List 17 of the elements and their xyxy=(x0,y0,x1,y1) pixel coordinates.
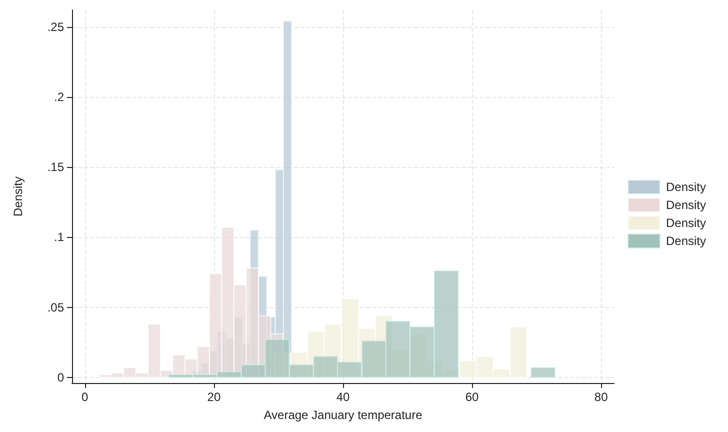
legend-label: Density xyxy=(666,234,706,248)
y-axis-title: Density xyxy=(11,176,25,217)
legend-label: Density xyxy=(666,216,706,230)
x-tick-label: 80 xyxy=(594,390,608,404)
y-tick-label: .1 xyxy=(54,230,64,244)
legend-label: Density xyxy=(666,180,706,194)
x-tick-label: 60 xyxy=(465,390,480,404)
x-axis-title: Average January temperature xyxy=(264,408,423,422)
y-tick-label: .05 xyxy=(47,300,64,314)
x-tick-label: 0 xyxy=(82,390,89,404)
y-tick-label: .15 xyxy=(47,160,64,174)
x-tick-label: 40 xyxy=(336,390,350,404)
y-tick-label: 0 xyxy=(57,370,64,384)
x-tick-label: 20 xyxy=(207,390,221,404)
y-tick-label: .2 xyxy=(54,90,64,104)
legend-label: Density xyxy=(666,198,706,212)
y-tick-label: .25 xyxy=(47,20,64,34)
